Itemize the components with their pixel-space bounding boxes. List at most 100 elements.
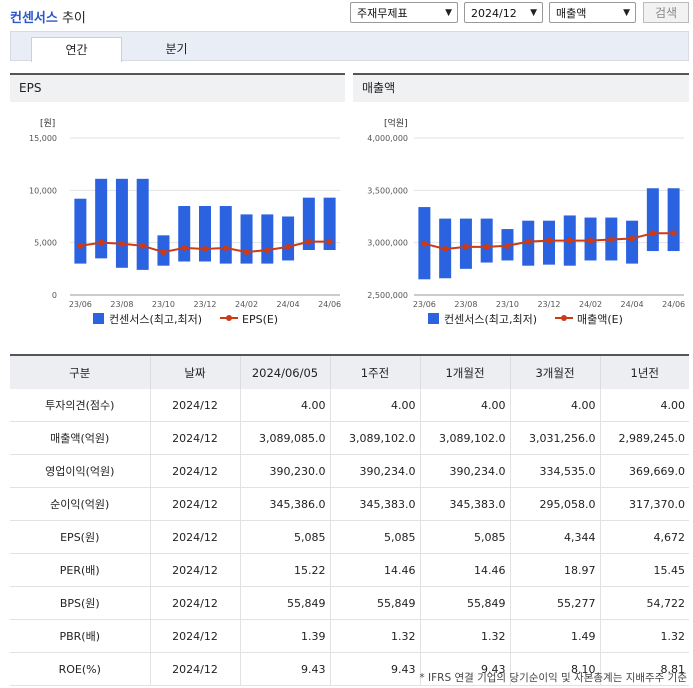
row-value: 345,386.0 (240, 487, 331, 521)
revenue-chart: [억원] 2,500,000 3,000,000 3,500,000 4,000,00… (367, 117, 685, 326)
consensus-range-bar (74, 198, 87, 264)
estimate-point (264, 246, 271, 253)
eps-chart-title: EPS (10, 73, 345, 102)
row-label: 투자의견(점수) (10, 389, 151, 422)
row-value: 295,058.0 (510, 487, 601, 521)
row-label: PER(배) (10, 553, 151, 587)
row-label: BPS(원) (10, 586, 151, 620)
row-value: 3,089,102.0 (420, 421, 511, 455)
consensus-range-bar (219, 206, 232, 264)
consensus-range-bar (115, 178, 128, 268)
tab-quarterly[interactable]: 분기 (165, 42, 188, 56)
estimate-point (243, 249, 250, 256)
estimate-point (202, 245, 208, 252)
estimate-point (629, 235, 636, 242)
x-tick-label: 24/04 (277, 300, 300, 309)
y-tick-label: 3,500,000 (367, 186, 408, 195)
legend-line-marker (226, 315, 232, 321)
table-row: 매출액(억원) 2024/12 3,089,085.0 3,089,102.0 3,08… (10, 421, 689, 455)
metric-select[interactable]: 매출액 ▼ (549, 2, 636, 23)
row-value: 345,383.0 (330, 487, 421, 521)
x-tick-label: 24/04 (621, 300, 644, 309)
y-tick-label: 2,500,000 (367, 291, 408, 300)
y-axis-unit: [억원] (384, 117, 408, 129)
row-value: 1.49 (510, 619, 601, 653)
row-value: 9.43 (330, 652, 421, 686)
row-value: 3,089,102.0 (330, 421, 421, 455)
fiscal-date-select[interactable]: 2024/12 ▼ (464, 2, 543, 23)
legend-line-marker (561, 315, 567, 321)
row-value: 4.00 (600, 389, 689, 422)
statement-type-value: 주재무제표 (357, 7, 408, 20)
table-row: EPS(원) 2024/12 5,085 5,085 5,085 4,344 4,672 (10, 520, 689, 554)
search-button[interactable]: 검색 (643, 2, 689, 23)
x-tick-label: 23/10 (152, 300, 175, 309)
fiscal-date-value: 2024/12 (471, 7, 517, 20)
plot-area: 2,500,000 3,000,000 3,500,000 4,000,000 23/0… (367, 134, 685, 309)
statement-type-select[interactable]: 주재무제표 ▼ (350, 2, 458, 23)
estimate-point (462, 243, 469, 250)
consensus-range-bar (136, 178, 149, 270)
table-row: PER(배) 2024/12 15.22 14.46 14.46 18.97 15.45 (10, 553, 689, 587)
estimate-point (649, 230, 656, 237)
row-value: 1.32 (330, 619, 421, 653)
header-current: 2024/06/05 (240, 354, 331, 389)
row-value: 4,672 (600, 520, 689, 554)
consensus-range-bar (626, 220, 639, 264)
x-tick-label: 23/10 (496, 300, 519, 309)
x-tick-label: 23/06 (69, 300, 92, 309)
estimate-point (139, 242, 146, 249)
row-value: 5,085 (240, 520, 331, 554)
row-date: 2024/12 (150, 520, 241, 554)
footnote: * IFRS 연결 기업의 당기순이익 및 자본총계는 지배주주 기준 (419, 672, 687, 684)
row-value: 55,849 (330, 586, 421, 620)
row-label: 순이익(억원) (10, 487, 151, 521)
plot-area: 0 5,000 10,000 15,000 23/06 23/08 23/10 23/12 24… (29, 134, 341, 309)
y-tick-label: 0 (52, 291, 57, 300)
legend-line-label: 매출액(E) (577, 313, 623, 326)
estimate-point (77, 242, 84, 249)
x-tick-label: 23/08 (454, 300, 477, 309)
row-value: 3,031,256.0 (510, 421, 601, 455)
row-date: 2024/12 (150, 487, 241, 521)
table-row: PBR(배) 2024/12 1.39 1.32 1.32 1.49 1.32 (10, 619, 689, 653)
legend-bar-label: 컨센서스(최고,최저) (109, 313, 202, 326)
row-value: 3,089,085.0 (240, 421, 331, 455)
row-date: 2024/12 (150, 389, 241, 422)
y-tick-label: 4,000,000 (367, 134, 408, 143)
y-tick-label: 3,000,000 (367, 239, 408, 248)
tab-annual[interactable]: 연간 (31, 37, 122, 62)
legend-bar-swatch (93, 313, 104, 324)
row-value: 1.32 (420, 619, 511, 653)
row-value: 14.46 (330, 553, 421, 587)
x-tick-label: 24/02 (579, 300, 602, 309)
row-label: ROE(%) (10, 652, 151, 686)
row-value: 345,383.0 (420, 487, 511, 521)
estimate-point (483, 243, 490, 250)
table-row: 순이익(억원) 2024/12 345,386.0 345,383.0 345,383.… (10, 487, 689, 521)
header-category: 구분 (10, 354, 151, 389)
estimate-point (181, 244, 188, 251)
estimate-point (305, 238, 312, 245)
estimate-point (566, 237, 573, 244)
legend-bar-label: 컨센서스(최고,최저) (444, 313, 537, 326)
row-label: EPS(원) (10, 520, 151, 554)
y-tick-label: 5,000 (34, 239, 57, 248)
consensus-range-bar (261, 214, 274, 264)
row-value: 55,277 (510, 586, 601, 620)
row-value: 14.46 (420, 553, 511, 587)
consensus-range-bar (240, 214, 253, 264)
row-label: PBR(배) (10, 619, 151, 653)
consensus-range-bar (178, 206, 191, 262)
row-value: 317,370.0 (600, 487, 689, 521)
row-date: 2024/12 (150, 553, 241, 587)
consensus-range-bar (323, 197, 336, 250)
header-1-week-ago: 1주전 (330, 354, 421, 389)
row-value: 5,085 (420, 520, 511, 554)
page-title: 컨센서스 추이 (10, 7, 86, 26)
table-row: ROE(%) 2024/12 9.43 9.43 9.43 8.10 8.81 (10, 652, 689, 686)
row-value: 390,234.0 (420, 454, 511, 488)
row-value: 1.39 (240, 619, 331, 653)
header-1-month-ago: 1개월전 (420, 354, 511, 389)
estimate-point (525, 238, 532, 245)
